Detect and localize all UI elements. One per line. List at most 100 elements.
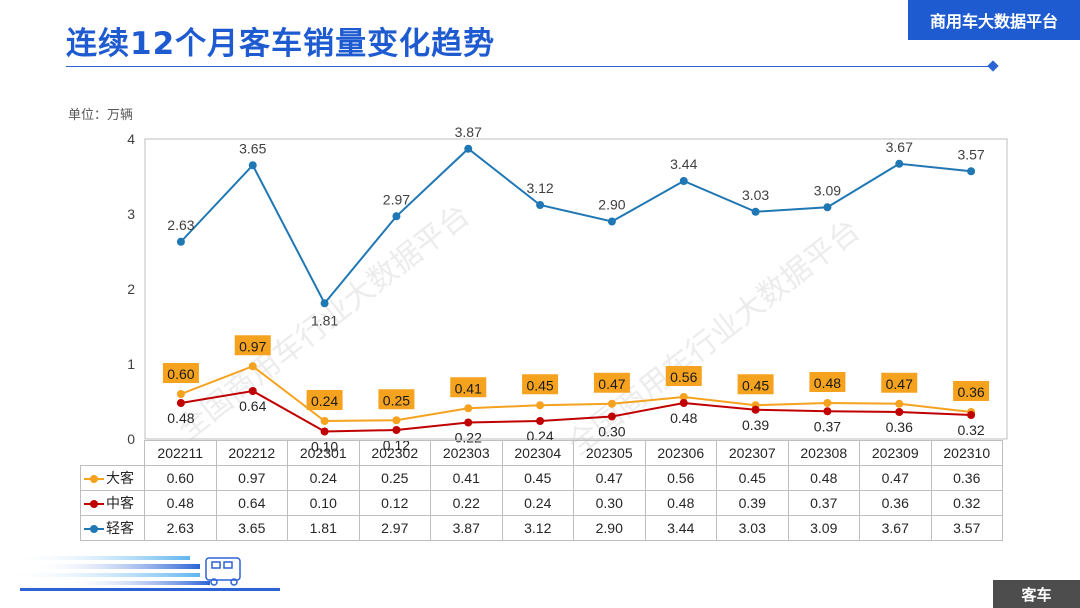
data-label-medium: 0.39 xyxy=(742,417,769,433)
category-header: 202310 xyxy=(930,440,1003,466)
table-cell: 0.45 xyxy=(501,465,574,491)
table-cell: 3.87 xyxy=(430,515,503,541)
table-cell: 0.37 xyxy=(787,490,860,516)
data-label-medium: 0.64 xyxy=(239,398,266,414)
series-line-large xyxy=(180,365,972,423)
data-label-large: 0.47 xyxy=(598,376,625,392)
table-cell: 0.48 xyxy=(787,465,860,491)
table-cell: 0.47 xyxy=(859,465,932,491)
table-cell: 0.12 xyxy=(358,490,431,516)
data-label-light: 1.81 xyxy=(311,312,338,328)
table-cell: 3.03 xyxy=(716,515,789,541)
plot-area xyxy=(144,138,1008,440)
category-header: 202302 xyxy=(358,440,431,466)
table-cell: 0.45 xyxy=(716,465,789,491)
category-header: 202306 xyxy=(644,440,717,466)
data-table: 202211 202212 202301 202302 202303 202304 2023… xyxy=(80,440,1003,541)
data-point-large xyxy=(607,399,616,408)
category-header: 202303 xyxy=(430,440,503,466)
data-point-medium xyxy=(679,399,688,407)
data-point-light xyxy=(607,217,616,226)
data-point-medium xyxy=(248,387,257,395)
y-tick-label: 3 xyxy=(127,206,135,222)
category-tag: 客车 xyxy=(993,580,1080,608)
data-label-large: 0.41 xyxy=(455,380,482,396)
table-corner xyxy=(80,440,145,466)
data-point-medium xyxy=(823,407,832,416)
data-point-large xyxy=(248,362,257,371)
data-point-light xyxy=(751,207,760,216)
data-label-box-large xyxy=(450,377,487,398)
data-label-medium: 0.30 xyxy=(598,424,625,440)
category-header: 202309 xyxy=(859,440,932,466)
data-point-light xyxy=(679,177,688,185)
data-point-medium xyxy=(320,427,329,436)
data-label-large: 0.45 xyxy=(526,377,553,393)
data-label-light: 3.44 xyxy=(670,156,697,172)
data-label-medium: 0.48 xyxy=(670,410,697,426)
data-label-light: 3.12 xyxy=(526,180,553,196)
data-label-box-large xyxy=(306,390,343,410)
data-point-light xyxy=(176,237,185,246)
data-label-medium: 0.32 xyxy=(957,422,984,438)
category-header: 202308 xyxy=(787,440,860,466)
table-cell: 0.30 xyxy=(573,490,646,516)
data-label-box-large xyxy=(665,366,702,386)
data-point-medium xyxy=(536,417,545,425)
table-row: 轻客 2.63 3.65 1.81 2.97 3.87 3.12 2.90 3.44 3.03 3.… xyxy=(80,515,1003,541)
data-point-light xyxy=(895,159,904,168)
data-point-light xyxy=(823,203,832,212)
data-label-box-large xyxy=(809,372,846,392)
table-row: 中客 0.48 0.64 0.10 0.12 0.22 0.24 0.30 0.48 0.39 0.… xyxy=(80,490,1003,516)
legend-key-icon xyxy=(84,474,104,484)
data-label-box-large xyxy=(953,381,990,401)
data-point-medium xyxy=(895,408,904,416)
table-cell: 1.81 xyxy=(287,515,360,541)
table-cell: 0.24 xyxy=(501,490,574,516)
data-label-light: 2.97 xyxy=(383,191,410,207)
data-label-medium: 0.37 xyxy=(814,418,841,434)
table-cell: 0.97 xyxy=(215,465,288,491)
series-line-light xyxy=(180,147,972,306)
data-label-light: 3.57 xyxy=(957,146,984,162)
data-label-large: 0.24 xyxy=(311,393,338,409)
data-point-large xyxy=(536,401,545,410)
data-point-light xyxy=(464,144,473,153)
data-point-medium xyxy=(751,405,760,414)
table-cell: 0.32 xyxy=(930,490,1003,516)
table-cell: 0.48 xyxy=(644,490,717,516)
data-label-light: 2.90 xyxy=(598,197,625,213)
data-label-box-large xyxy=(234,335,271,356)
y-tick-label: 0 xyxy=(127,431,135,447)
brand-badge: 商用车大数据平台 xyxy=(908,0,1080,40)
table-row: 大客 0.60 0.97 0.24 0.25 0.41 0.45 0.47 0.56 0.45 0.… xyxy=(80,465,1003,491)
legend-label: 大客 xyxy=(106,471,134,487)
data-point-light xyxy=(536,201,545,209)
table-cell: 0.60 xyxy=(144,465,217,491)
data-label-light: 3.09 xyxy=(814,182,841,198)
table-cell: 3.67 xyxy=(859,515,932,541)
data-label-light: 3.67 xyxy=(886,139,913,155)
data-label-large: 0.56 xyxy=(670,369,697,385)
legend-key-icon xyxy=(84,499,104,509)
data-point-medium xyxy=(176,399,185,407)
data-point-large xyxy=(176,390,185,398)
data-label-large: 0.36 xyxy=(957,384,984,400)
y-tick-label: 2 xyxy=(127,281,135,297)
table-cell: 3.65 xyxy=(215,515,288,541)
table-cell: 2.97 xyxy=(358,515,431,541)
data-label-light: 2.63 xyxy=(167,217,194,233)
data-label-box-large xyxy=(522,374,559,395)
data-point-large xyxy=(823,399,832,407)
data-point-light xyxy=(967,167,976,176)
data-point-light xyxy=(320,299,329,308)
data-point-large xyxy=(320,417,329,425)
data-label-box-large xyxy=(737,374,774,395)
series-legend-medium: 中客 xyxy=(80,490,145,516)
table-cell: 0.36 xyxy=(930,465,1003,491)
table-cell: 3.57 xyxy=(930,515,1003,541)
data-label-large: 0.60 xyxy=(167,366,194,382)
data-point-light xyxy=(248,161,257,170)
data-label-light: 3.65 xyxy=(239,140,266,156)
category-header: 202211 xyxy=(144,440,217,466)
